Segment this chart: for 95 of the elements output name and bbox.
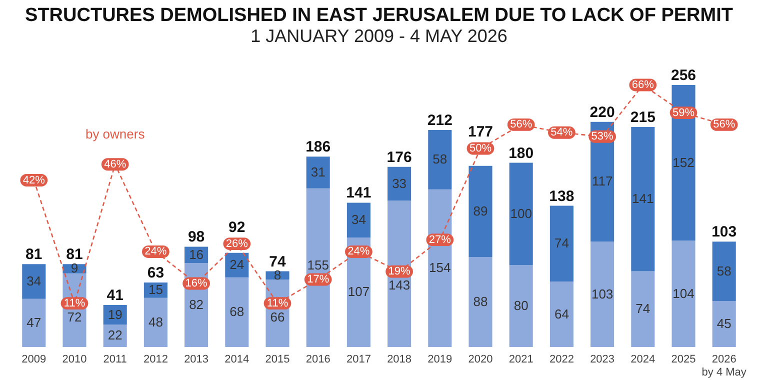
data-label: 64	[554, 306, 569, 322]
data-label: 9	[70, 260, 78, 276]
bar	[22, 298, 46, 347]
bar	[468, 166, 492, 257]
total-label: 220	[590, 104, 615, 121]
bar	[672, 85, 696, 241]
bar	[144, 298, 168, 347]
data-label: 58	[716, 263, 732, 278]
x-tick-label: 2012	[143, 354, 168, 366]
total-label: 215	[630, 108, 656, 126]
data-label: 74	[636, 301, 650, 316]
x-tick-label: 2022	[549, 354, 574, 366]
bar	[225, 277, 249, 347]
data-label: 33	[392, 176, 407, 191]
data-label: 34	[351, 212, 366, 228]
total-label: 212	[427, 112, 452, 130]
data-label: 107	[348, 284, 370, 300]
chart-subtitle: 1 JANUARY 2009 - 4 MAY 2026	[250, 26, 508, 46]
x-tick-label: 2014	[224, 354, 250, 366]
data-label: 103	[591, 286, 614, 302]
x-tick-label: 2015	[265, 354, 290, 366]
bar	[306, 188, 330, 347]
data-label: 155	[307, 258, 329, 273]
data-label: 22	[108, 328, 122, 343]
x-tick-label: 2020	[468, 354, 493, 366]
data-label: 104	[672, 286, 694, 301]
x-tick-label: 2023	[590, 354, 615, 366]
x-tick-label: 2013	[184, 354, 209, 366]
bar	[712, 300, 736, 347]
x-tick-label: 2009	[22, 354, 46, 366]
x-tick-label: 2024	[630, 354, 656, 366]
bar	[22, 264, 46, 299]
total-label: 138	[549, 188, 574, 205]
bar	[712, 242, 736, 301]
data-label: 19	[108, 306, 122, 322]
total-label: 103	[712, 224, 737, 241]
total-label: 92	[228, 218, 246, 236]
x-tick-label: 2016	[306, 354, 330, 366]
total-label: 176	[386, 148, 412, 166]
total-label: 63	[147, 264, 164, 282]
x-tick-label: 2017	[346, 354, 371, 366]
bar	[346, 202, 370, 238]
data-label: 31	[310, 164, 326, 180]
data-label: 154	[429, 260, 451, 276]
data-label: 82	[189, 297, 204, 312]
bar	[631, 271, 655, 347]
data-label: 72	[67, 309, 82, 324]
x-tick-label: 2011	[103, 354, 127, 366]
data-label: 47	[26, 314, 42, 330]
total-label: 141	[346, 184, 372, 202]
x-tick-label: 2025	[671, 354, 696, 366]
data-label: 74	[554, 236, 569, 251]
data-label: 34	[26, 274, 42, 288]
bar	[550, 282, 574, 347]
total-label: 186	[306, 138, 331, 156]
data-label: 152	[672, 154, 694, 170]
bar	[388, 166, 412, 201]
total-label: 81	[26, 246, 42, 264]
bar	[631, 126, 655, 272]
bar	[550, 206, 574, 282]
chart-title: STRUCTURES DEMOLISHED IN EAST JERUSALEM DUE TO LACK OF PERMIT	[25, 5, 734, 26]
data-label: 80	[514, 298, 528, 314]
bar	[306, 156, 330, 188]
bar	[509, 162, 533, 266]
x-tick-label: 2021	[508, 354, 534, 366]
x-tick-label: 2018	[387, 354, 412, 366]
data-label: 58	[432, 152, 448, 167]
series-label: by owners	[85, 126, 146, 142]
bar	[468, 256, 492, 347]
data-label: 45	[716, 316, 732, 331]
data-label: 24	[230, 257, 244, 272]
total-label: 98	[188, 228, 205, 246]
data-label: 143	[388, 278, 410, 293]
bar	[590, 242, 614, 347]
data-label: 141	[632, 191, 654, 206]
bar	[672, 240, 696, 347]
data-label: 100	[510, 206, 532, 221]
data-label: 89	[473, 203, 488, 218]
x-tick-label: 2026 by 4 May	[702, 354, 747, 378]
x-tick-label: 2019	[428, 354, 452, 366]
data-label: 88	[473, 294, 488, 309]
total-label: 256	[670, 67, 696, 84]
total-label: 177	[468, 124, 494, 141]
total-label: 180	[508, 144, 534, 162]
data-label: 48	[148, 314, 163, 330]
data-label: 15	[148, 282, 163, 298]
bar	[509, 265, 533, 347]
total-label: 41	[106, 287, 124, 304]
data-label: 66	[270, 309, 285, 324]
data-label: 16	[189, 246, 204, 262]
bar	[428, 130, 452, 190]
data-label: 117	[592, 174, 613, 189]
data-label: 68	[230, 304, 244, 320]
x-tick-label: 2010	[62, 354, 87, 366]
total-label: 81	[66, 246, 83, 264]
